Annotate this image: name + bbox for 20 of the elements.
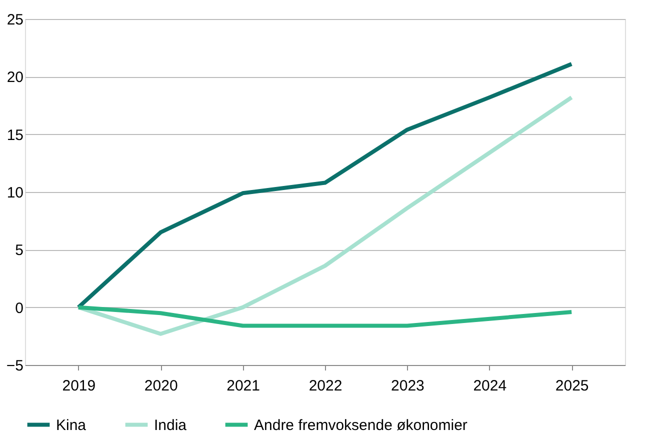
legend-label: India (154, 416, 188, 434)
legend-label: Andre fremvoksende økonomier (254, 416, 468, 434)
x-tick-label: 2025 (555, 378, 589, 394)
line-series (76, 95, 574, 336)
line-series (76, 305, 574, 328)
x-tick-label: 2021 (226, 378, 260, 394)
y-tick-label: 10 (6, 184, 24, 202)
legend-label: Kina (56, 416, 87, 434)
x-tick-label: 2019 (62, 378, 96, 394)
x-tick-label: 2020 (144, 378, 178, 394)
line-series (76, 62, 574, 310)
x-tick-label: 2022 (308, 378, 342, 394)
x-tick-label: 2024 (473, 378, 507, 394)
y-tick-label: 20 (6, 69, 24, 86)
y-tick-label: 0 (15, 300, 24, 317)
x-tick-label: 2023 (391, 378, 424, 394)
y-tick-label: 5 (15, 242, 24, 260)
y-tick-label: 15 (6, 126, 24, 144)
y-tick-label: −5 (6, 358, 24, 374)
y-tick-label: 25 (6, 12, 24, 28)
